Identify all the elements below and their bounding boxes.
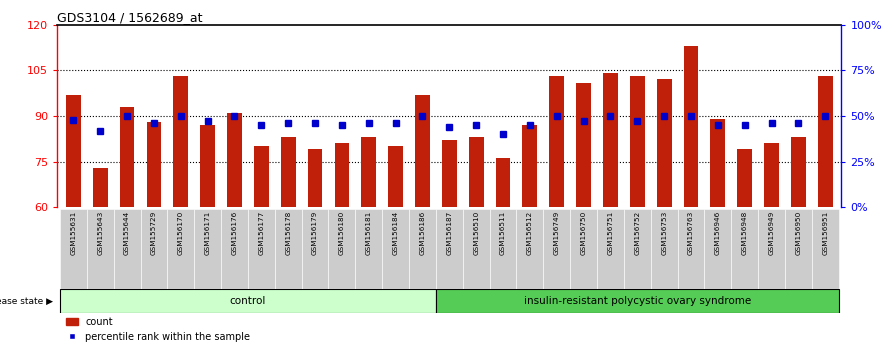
Bar — [544, 209, 570, 289]
Bar — [382, 209, 409, 289]
Bar — [60, 289, 436, 313]
Bar — [114, 209, 140, 289]
Legend: count, percentile rank within the sample: count, percentile rank within the sample — [63, 313, 255, 346]
Text: GSM156178: GSM156178 — [285, 211, 292, 256]
Bar — [496, 159, 510, 207]
Bar — [570, 209, 597, 289]
Text: GSM156753: GSM156753 — [661, 211, 667, 256]
Bar — [281, 137, 296, 207]
Bar — [651, 209, 677, 289]
Bar — [550, 76, 564, 207]
Bar — [301, 209, 329, 289]
Bar — [174, 76, 189, 207]
Bar — [355, 209, 382, 289]
Text: GSM155631: GSM155631 — [70, 211, 77, 256]
Text: GSM156512: GSM156512 — [527, 211, 533, 256]
Bar — [120, 107, 135, 207]
Bar — [597, 209, 624, 289]
Bar — [93, 167, 107, 207]
Bar — [463, 209, 490, 289]
Bar — [624, 209, 651, 289]
Text: GSM156950: GSM156950 — [796, 211, 802, 256]
Text: GDS3104 / 1562689_at: GDS3104 / 1562689_at — [57, 11, 203, 24]
Bar — [705, 209, 731, 289]
Bar — [677, 209, 705, 289]
Text: GSM156187: GSM156187 — [447, 211, 452, 256]
Text: GSM155729: GSM155729 — [151, 211, 157, 256]
Bar — [710, 119, 725, 207]
Text: disease state ▶: disease state ▶ — [0, 296, 53, 306]
Bar — [389, 146, 403, 207]
Bar — [361, 137, 376, 207]
Text: GSM156749: GSM156749 — [554, 211, 559, 256]
Text: GSM155644: GSM155644 — [124, 211, 130, 256]
Bar — [227, 113, 242, 207]
Bar — [275, 209, 301, 289]
Text: GSM156949: GSM156949 — [768, 211, 774, 256]
Bar — [811, 209, 839, 289]
Bar — [764, 143, 779, 207]
Bar — [140, 209, 167, 289]
Text: control: control — [230, 296, 266, 306]
Bar — [490, 209, 516, 289]
Text: GSM156180: GSM156180 — [339, 211, 344, 256]
Text: GSM156511: GSM156511 — [500, 211, 506, 256]
Bar — [409, 209, 436, 289]
Text: GSM156186: GSM156186 — [419, 211, 426, 256]
Text: GSM156171: GSM156171 — [204, 211, 211, 256]
Text: insulin-resistant polycystic ovary syndrome: insulin-resistant polycystic ovary syndr… — [523, 296, 751, 306]
Text: GSM156176: GSM156176 — [232, 211, 238, 256]
Text: GSM156751: GSM156751 — [607, 211, 613, 256]
Bar — [469, 137, 484, 207]
Text: GSM156177: GSM156177 — [258, 211, 264, 256]
Bar — [167, 209, 194, 289]
Text: GSM156181: GSM156181 — [366, 211, 372, 256]
Bar — [656, 79, 671, 207]
Text: GSM156179: GSM156179 — [312, 211, 318, 256]
Text: GSM156170: GSM156170 — [178, 211, 184, 256]
Bar — [436, 289, 839, 313]
Text: GSM155643: GSM155643 — [97, 211, 103, 256]
Text: GSM156763: GSM156763 — [688, 211, 694, 256]
Text: GSM156948: GSM156948 — [742, 211, 748, 256]
Bar — [254, 146, 269, 207]
Bar — [737, 149, 752, 207]
Bar — [818, 76, 833, 207]
Bar — [522, 125, 537, 207]
Bar — [60, 209, 87, 289]
Bar — [759, 209, 785, 289]
Bar — [221, 209, 248, 289]
Bar — [436, 209, 463, 289]
Bar — [66, 95, 81, 207]
Text: GSM156750: GSM156750 — [581, 211, 587, 256]
Bar — [307, 149, 322, 207]
Text: GSM156752: GSM156752 — [634, 211, 640, 256]
Bar — [630, 76, 645, 207]
Bar — [731, 209, 759, 289]
Bar — [576, 82, 591, 207]
Bar — [87, 209, 114, 289]
Bar — [200, 125, 215, 207]
Bar — [684, 46, 699, 207]
Bar — [603, 73, 618, 207]
Text: GSM156184: GSM156184 — [393, 211, 398, 256]
Bar — [248, 209, 275, 289]
Bar — [442, 140, 456, 207]
Bar — [791, 137, 806, 207]
Bar — [415, 95, 430, 207]
Bar — [194, 209, 221, 289]
Bar — [516, 209, 544, 289]
Text: GSM156510: GSM156510 — [473, 211, 479, 256]
Bar — [329, 209, 355, 289]
Bar — [335, 143, 349, 207]
Text: GSM156951: GSM156951 — [822, 211, 828, 256]
Text: GSM156946: GSM156946 — [714, 211, 721, 256]
Bar — [146, 122, 161, 207]
Bar — [785, 209, 811, 289]
